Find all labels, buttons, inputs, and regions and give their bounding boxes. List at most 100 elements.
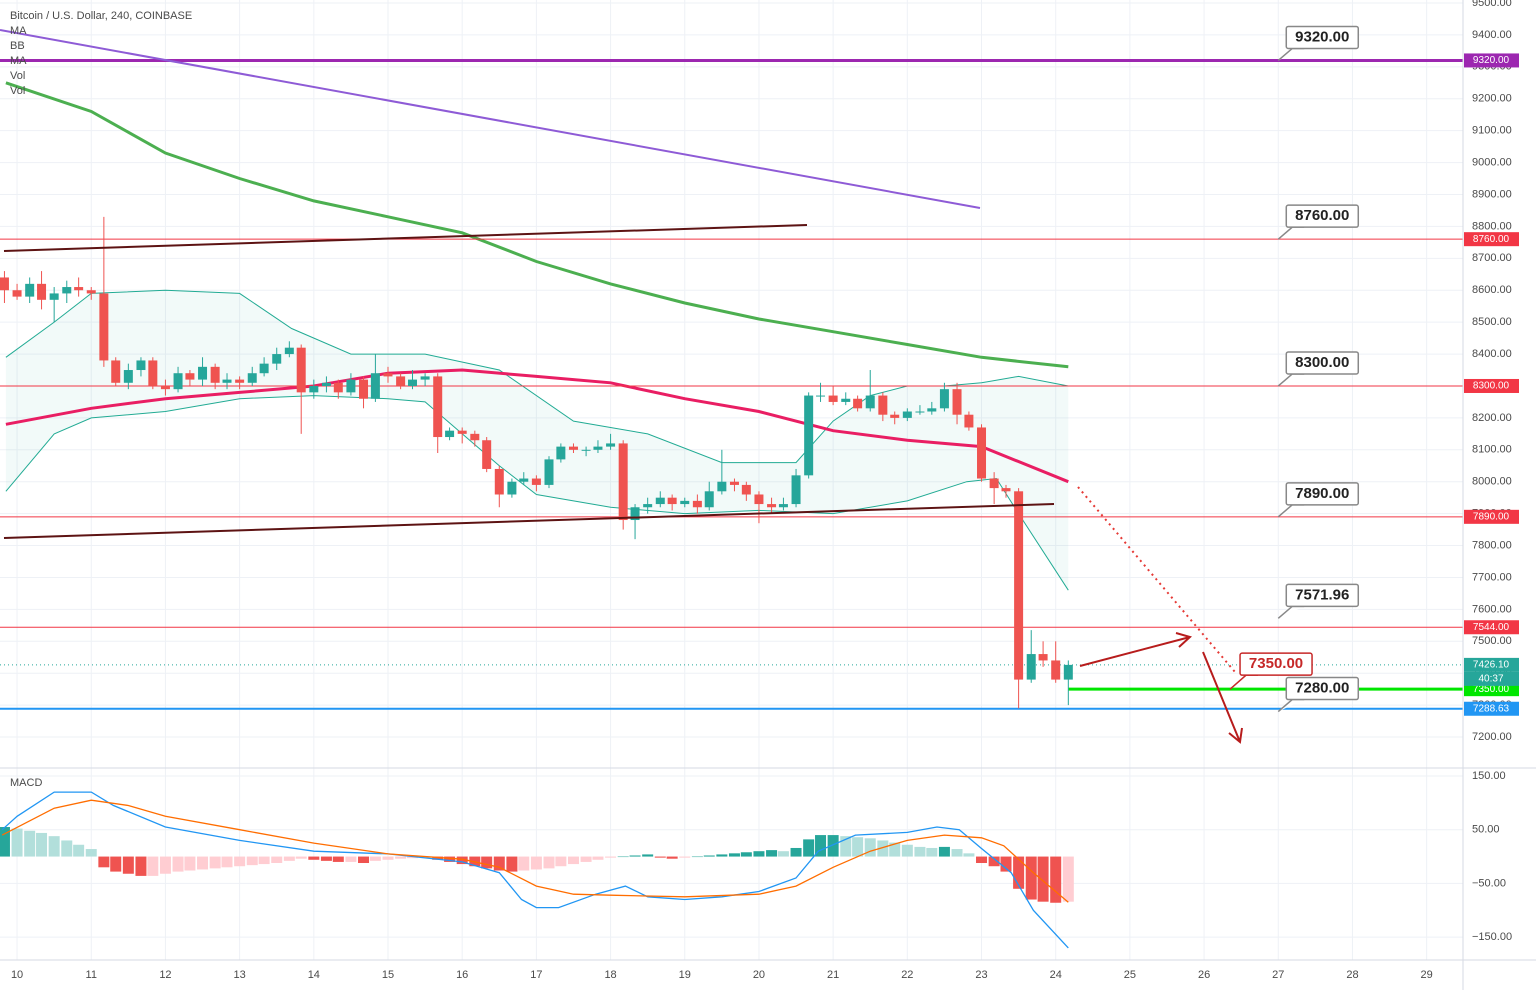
candle-body [160,385,170,390]
y-tick-label: 8000.00 [1472,476,1512,488]
histogram-bar [1037,856,1049,902]
indicator-label: Vol [10,70,25,82]
candle-body [346,379,356,393]
histogram-bar [617,856,629,858]
y-tick-label: 8700.00 [1472,252,1512,264]
x-tick-label: 11 [86,969,97,981]
candle-body [618,443,628,521]
candle-body [767,504,777,508]
histogram-bar [135,856,147,876]
y-tick-label: 7800.00 [1472,539,1512,551]
histogram-bar [766,850,778,857]
indicator-label: MA [10,25,27,37]
x-tick-label: 29 [1421,969,1433,981]
y-tick-label: 9500.00 [1472,0,1512,9]
histogram-bar [395,856,407,859]
histogram-bar [629,855,641,857]
candle-body [865,395,875,409]
callout-label: 7280.00 [1295,679,1349,696]
candle-body [445,430,455,438]
histogram-bar [320,856,332,861]
price-badge [1464,53,1519,68]
histogram-bar [308,856,320,860]
histogram-bar [221,856,233,868]
candle-body [593,446,603,450]
callout-box [1285,583,1360,608]
candle-body [62,287,72,294]
price-badge-label: 8760.00 [1473,234,1510,245]
candle-body [754,494,764,505]
callout-label: 7890.00 [1295,485,1349,502]
macd-line [1,799,1069,903]
candle-body [630,507,640,521]
histogram-bar [295,856,307,859]
histogram-bar [926,847,938,857]
candle-body [964,414,974,428]
candle-body [680,500,690,505]
histogram-bar [852,837,864,857]
x-tick-label: 16 [456,969,468,981]
candle-body [383,373,393,377]
candle-body [519,478,529,482]
histogram-bar [691,856,703,858]
candle-body [0,277,9,291]
histogram-bar [234,856,246,867]
legend: Bitcoin / U.S. Dollar, 240, COINBASE MA … [10,10,192,789]
histogram-bar [456,856,468,865]
candle-body [309,385,319,393]
candle-body [778,504,788,508]
candle-body [173,373,183,390]
arrow [1079,632,1243,744]
candle-body [284,347,294,355]
callout-label: 7571.96 [1295,586,1349,603]
histogram-bar [889,842,901,857]
x-tick-label: 26 [1198,969,1210,981]
candle-body [915,411,925,413]
candle-body [581,449,591,451]
x-tick-label: 13 [234,969,246,981]
histogram-bar [122,856,134,874]
candle-body [741,484,751,495]
histogram-bar [406,856,418,859]
histogram-bar [703,855,715,857]
histogram-bar [369,856,381,861]
histogram-bar [938,846,950,857]
histogram-bar [1050,856,1062,903]
histogram-bar [518,856,530,871]
candle-body [643,504,653,508]
macd-title: MACD [10,777,42,789]
histogram-bar [901,844,913,857]
timer-label: 40:37 [1478,674,1503,685]
y-tick-label: 50.00 [1472,824,1500,836]
histogram-bar [271,856,283,864]
histogram-bar [197,856,209,870]
histogram-bar [877,840,889,857]
histogram-bar [753,851,765,857]
y-tick-label: 8800.00 [1472,220,1512,232]
macd-line [1,791,1069,949]
candle-body [828,395,838,402]
candle-body [606,443,616,447]
histogram-bar [1000,856,1012,872]
histogram-bar [110,856,122,872]
y-tick-label: 8100.00 [1472,444,1512,456]
callout-box [1285,204,1360,228]
histogram-bar [159,856,171,874]
y-tick-label: 8200.00 [1472,412,1512,424]
price-badge [1464,657,1519,672]
histogram-bar [988,856,1000,867]
callout-box [1285,676,1360,701]
histogram-bar [642,854,654,857]
histogram-bar [716,854,728,857]
y-tick-label: 9400.00 [1472,29,1512,41]
price-badge-label: 7426.10 [1473,660,1510,671]
y-tick-label: 9100.00 [1472,125,1512,137]
candle-body [482,440,492,469]
candle-body [1051,660,1061,680]
candle-body [1063,664,1073,680]
histogram-bar [172,856,184,872]
histogram-bar [728,853,740,857]
candle-body [420,376,430,380]
